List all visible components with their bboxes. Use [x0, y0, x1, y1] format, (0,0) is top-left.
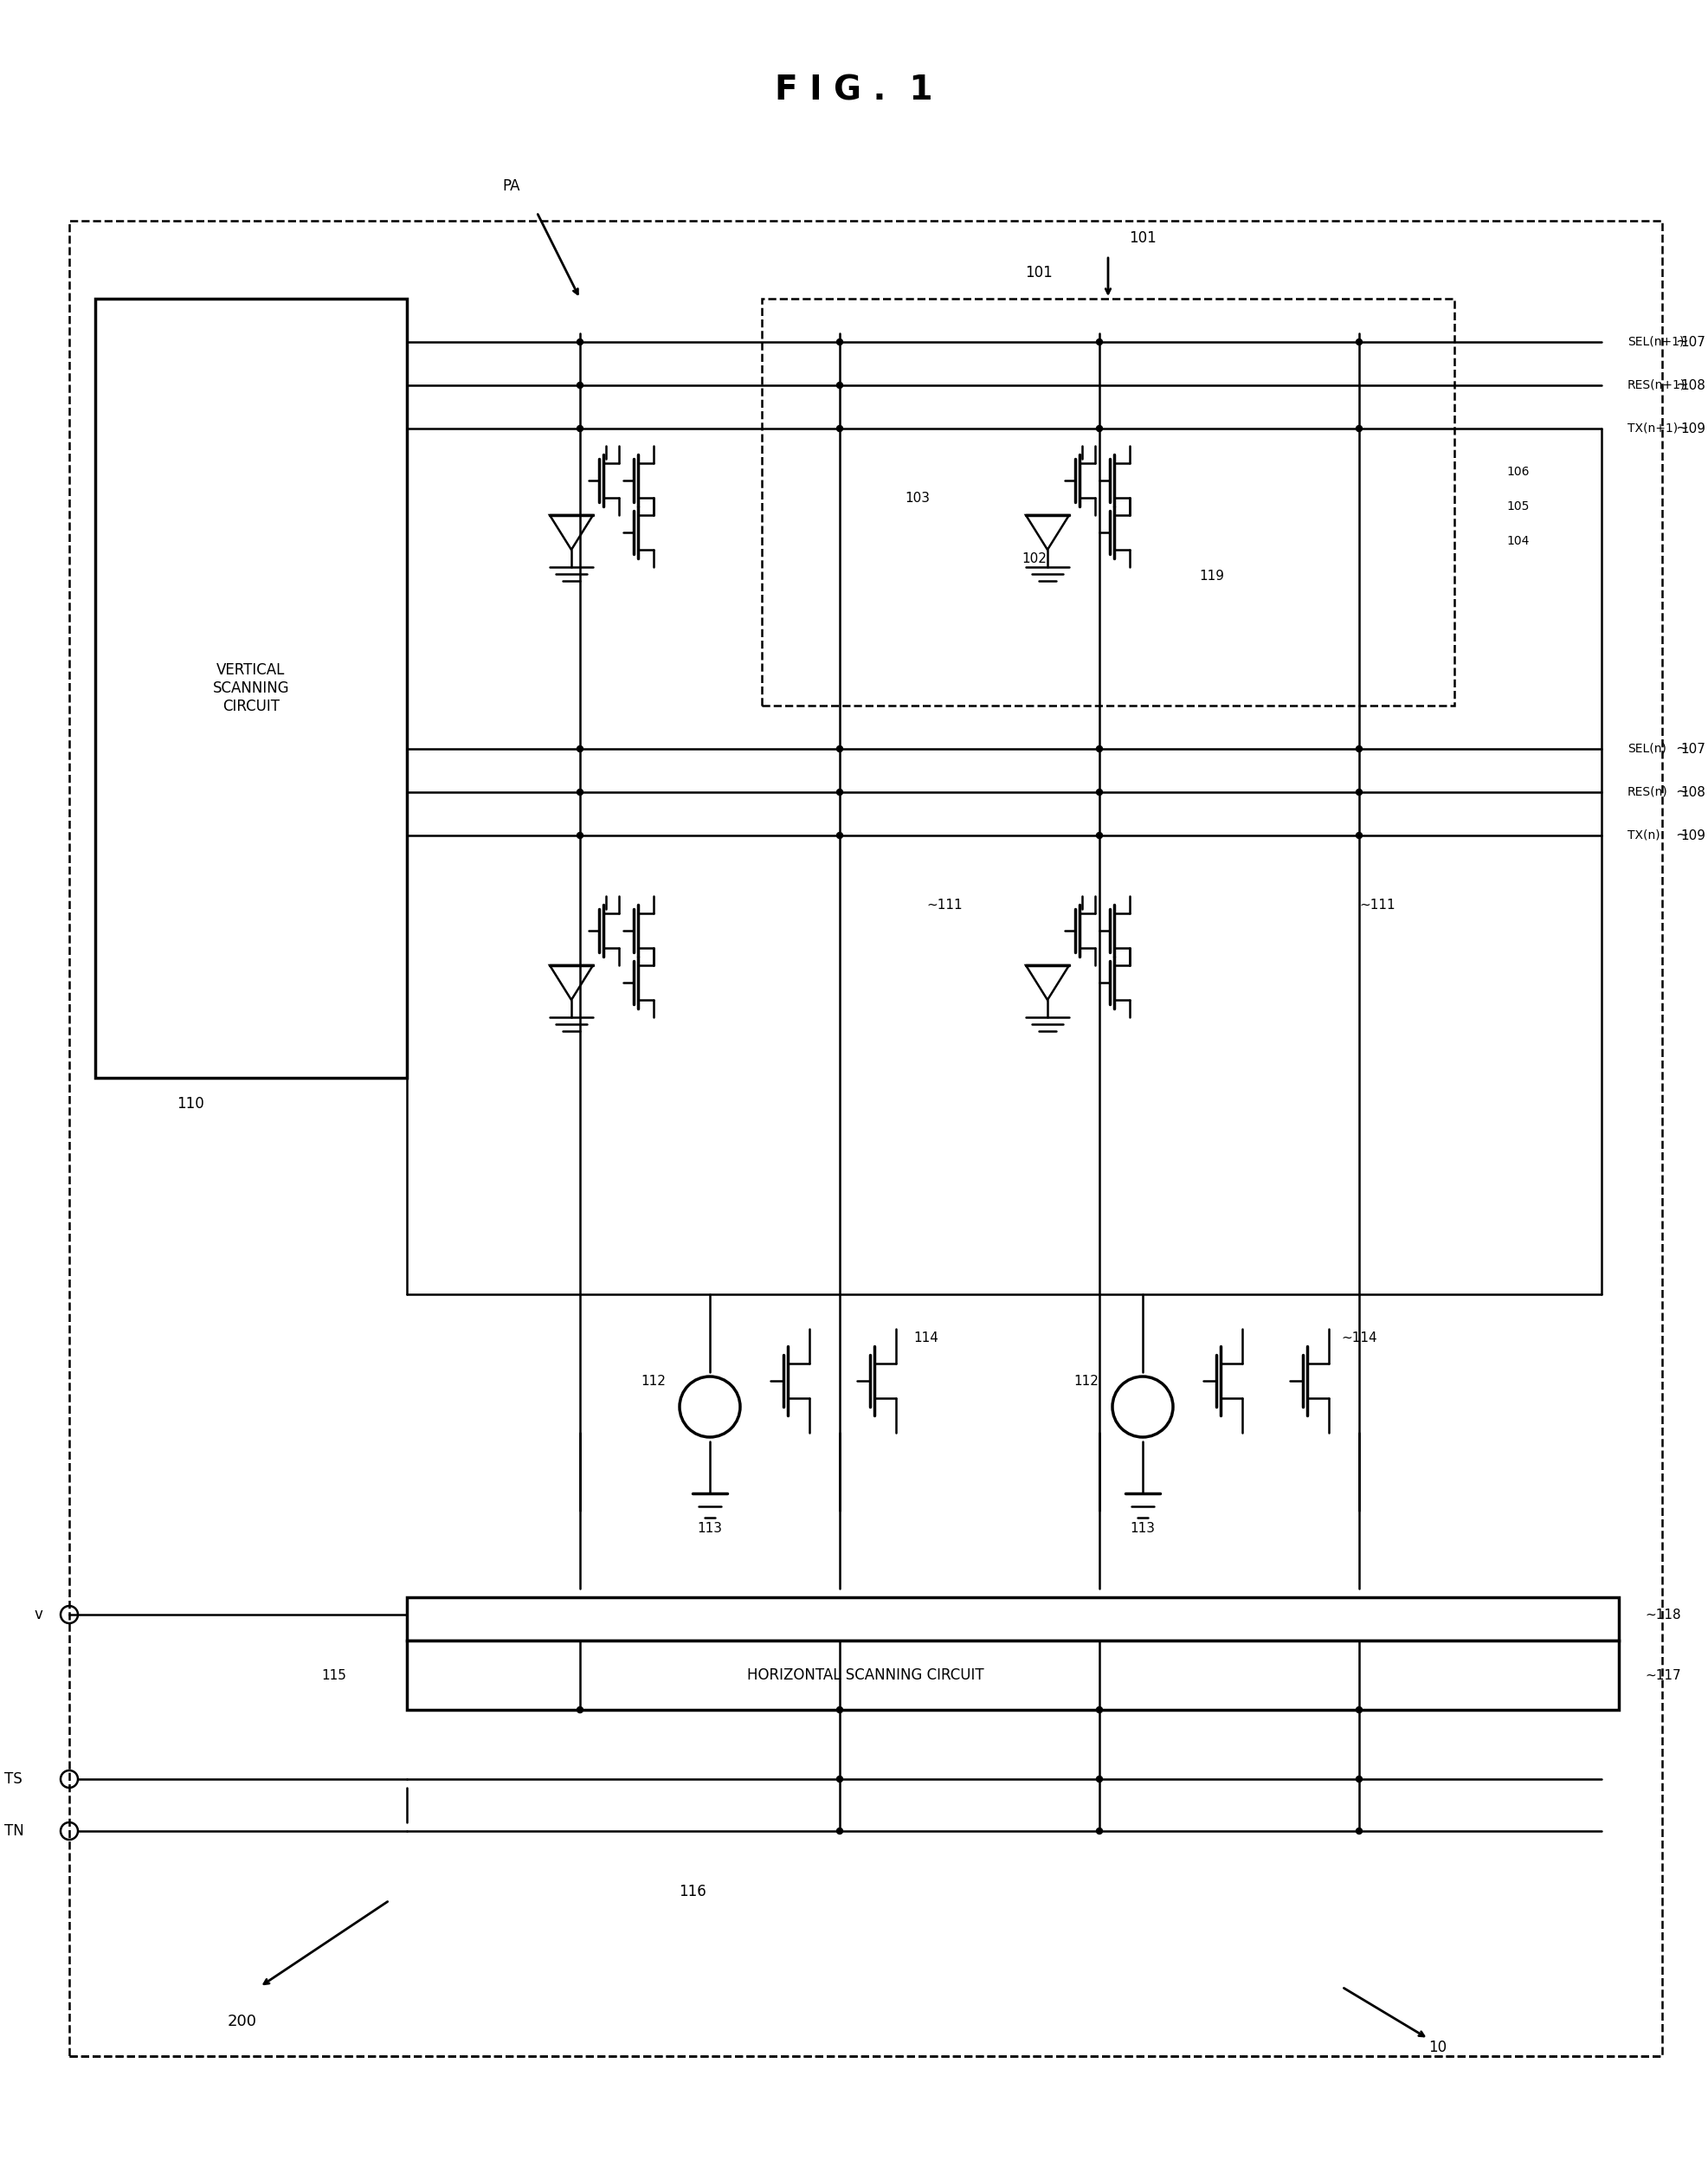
Circle shape	[837, 788, 842, 795]
Text: ~117: ~117	[1645, 1670, 1681, 1683]
Text: 113: 113	[697, 1521, 722, 1534]
Text: ~: ~	[1676, 741, 1688, 756]
Circle shape	[577, 382, 582, 389]
Text: 116: 116	[678, 1884, 707, 1899]
Text: ~: ~	[1676, 827, 1688, 842]
Text: ~: ~	[1676, 421, 1688, 436]
Text: 109: 109	[1681, 421, 1705, 434]
Circle shape	[1097, 339, 1102, 346]
Circle shape	[837, 426, 842, 432]
Bar	[407, 1596, 1619, 1642]
Text: 101: 101	[1025, 266, 1052, 281]
Text: 107: 107	[1681, 743, 1705, 756]
Text: 102: 102	[1021, 553, 1047, 566]
Circle shape	[1356, 832, 1363, 838]
Text: TN: TN	[5, 1823, 24, 1838]
Text: RES(n+1): RES(n+1)	[1628, 380, 1686, 391]
Text: TS: TS	[5, 1771, 22, 1786]
Circle shape	[1356, 426, 1363, 432]
Circle shape	[1356, 1827, 1363, 1834]
Circle shape	[577, 832, 582, 838]
Text: ~111: ~111	[1360, 899, 1395, 912]
Circle shape	[1097, 832, 1102, 838]
Text: 109: 109	[1681, 829, 1705, 842]
Text: HORIZONTAL SCANNING CIRCUIT: HORIZONTAL SCANNING CIRCUIT	[748, 1668, 984, 1683]
Text: 104: 104	[1506, 536, 1529, 546]
Text: 112: 112	[1073, 1374, 1098, 1387]
Bar	[762, 298, 1454, 706]
Circle shape	[1097, 745, 1102, 752]
Text: 114: 114	[914, 1331, 939, 1344]
Text: TX(n): TX(n)	[1628, 829, 1660, 842]
Text: ~118: ~118	[1645, 1607, 1681, 1622]
Circle shape	[837, 1827, 842, 1834]
Text: ~114: ~114	[1341, 1331, 1377, 1344]
Text: VERTICAL
SCANNING
CIRCUIT: VERTICAL SCANNING CIRCUIT	[214, 663, 289, 715]
Text: 113: 113	[1131, 1521, 1155, 1534]
Text: 115: 115	[321, 1670, 347, 1683]
Circle shape	[577, 1706, 582, 1713]
Text: SEL(n): SEL(n)	[1628, 743, 1667, 754]
Text: PA: PA	[502, 179, 519, 194]
Circle shape	[1356, 788, 1363, 795]
Text: 110: 110	[176, 1095, 205, 1112]
Circle shape	[837, 382, 842, 389]
Text: 200: 200	[227, 2013, 258, 2028]
Circle shape	[577, 426, 582, 432]
Circle shape	[1356, 1706, 1363, 1713]
Circle shape	[1097, 1706, 1102, 1713]
Text: TX(n+1): TX(n+1)	[1628, 423, 1677, 434]
Text: SEL(n+1): SEL(n+1)	[1628, 337, 1684, 348]
Text: ~: ~	[1676, 335, 1688, 350]
Bar	[96, 298, 407, 1078]
Text: 119: 119	[1199, 570, 1225, 583]
Text: 106: 106	[1506, 467, 1529, 477]
Circle shape	[577, 788, 582, 795]
Text: 112: 112	[640, 1374, 666, 1387]
Text: 108: 108	[1681, 378, 1705, 391]
Circle shape	[837, 745, 842, 752]
Text: F I G .  1: F I G . 1	[775, 73, 933, 108]
Bar	[407, 1642, 1619, 1711]
Circle shape	[1356, 1776, 1363, 1782]
Text: ~: ~	[1676, 784, 1688, 799]
Text: 101: 101	[1129, 231, 1156, 246]
Circle shape	[1097, 426, 1102, 432]
Circle shape	[1356, 339, 1363, 346]
Text: 107: 107	[1681, 335, 1705, 348]
Circle shape	[837, 832, 842, 838]
Text: ~111: ~111	[926, 899, 962, 912]
Text: 105: 105	[1506, 501, 1529, 512]
Text: RES(n): RES(n)	[1628, 786, 1669, 799]
Text: ~: ~	[1676, 378, 1688, 393]
Circle shape	[577, 745, 582, 752]
Text: 10: 10	[1428, 2039, 1447, 2056]
Bar	[70, 220, 1662, 2056]
Text: v: v	[34, 1607, 43, 1622]
Circle shape	[837, 1776, 842, 1782]
Circle shape	[837, 339, 842, 346]
Circle shape	[577, 339, 582, 346]
Text: 103: 103	[905, 490, 931, 503]
Circle shape	[1097, 1827, 1102, 1834]
Text: 108: 108	[1681, 786, 1705, 799]
Circle shape	[1097, 1776, 1102, 1782]
Circle shape	[1356, 745, 1363, 752]
Circle shape	[1097, 788, 1102, 795]
Circle shape	[837, 1706, 842, 1713]
